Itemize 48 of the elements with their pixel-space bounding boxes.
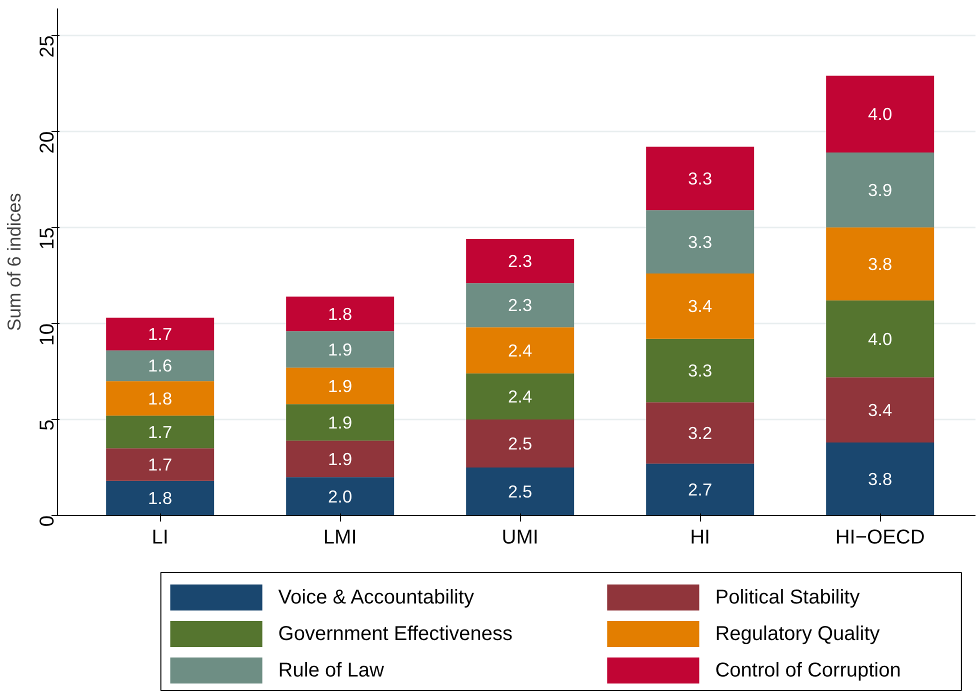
data-label: 1.7	[148, 454, 172, 475]
x-tick-label: LI	[152, 526, 168, 548]
x-tick-label: UMI	[502, 526, 538, 548]
legend-label: Control of Corruption	[715, 660, 901, 682]
y-tick-label: 15	[36, 227, 58, 250]
x-tick-label: HI−OECD	[835, 526, 925, 548]
legend-label: Voice & Accountability	[278, 586, 474, 608]
data-label: 3.2	[688, 422, 712, 443]
data-label: 3.8	[868, 254, 892, 274]
data-label: 3.4	[868, 400, 893, 420]
x-tick-label: HI	[690, 526, 710, 548]
data-label: 2.4	[508, 340, 533, 360]
x-tick-label: LMI	[323, 526, 357, 548]
data-label: 1.9	[328, 376, 352, 396]
y-axis-title: Sum of 6 indices	[4, 193, 24, 331]
data-label: 4.0	[868, 104, 892, 124]
data-label: 4.0	[868, 328, 892, 349]
data-label: 1.8	[328, 304, 352, 324]
data-label: 1.9	[328, 448, 352, 469]
y-tick-label: 25	[36, 35, 58, 58]
data-label: 2.5	[508, 433, 532, 454]
data-label: 1.8	[148, 488, 172, 508]
data-label: 2.3	[508, 251, 532, 272]
data-label: 1.6	[148, 356, 172, 376]
data-label: 2.4	[508, 386, 533, 406]
data-label: 3.3	[688, 360, 712, 381]
y-tick-label: 5	[36, 419, 58, 431]
data-label: 1.7	[148, 324, 172, 344]
data-label: 3.8	[868, 469, 892, 490]
data-label: 1.8	[148, 388, 172, 408]
data-label: 1.9	[328, 412, 352, 432]
data-label: 3.3	[688, 232, 712, 252]
y-tick-label: 0	[36, 516, 58, 527]
data-label: 2.5	[508, 481, 532, 502]
legend-label: Regulatory Quality	[715, 623, 880, 645]
y-tick-label: 10	[36, 323, 58, 346]
data-label: 1.7	[148, 422, 172, 442]
data-label: 2.3	[508, 295, 532, 316]
data-label: 2.7	[688, 480, 712, 500]
legend-label: Government Effectiveness	[278, 623, 513, 645]
legend-label: Political Stability	[715, 586, 860, 608]
data-label: 2.0	[328, 486, 352, 506]
y-tick-label: 20	[36, 131, 58, 154]
data-label: 3.9	[868, 180, 892, 200]
data-label: 3.3	[688, 168, 712, 188]
legend-label: Rule of Law	[278, 660, 384, 682]
data-label: 1.9	[328, 339, 352, 360]
data-label: 3.4	[688, 296, 713, 316]
